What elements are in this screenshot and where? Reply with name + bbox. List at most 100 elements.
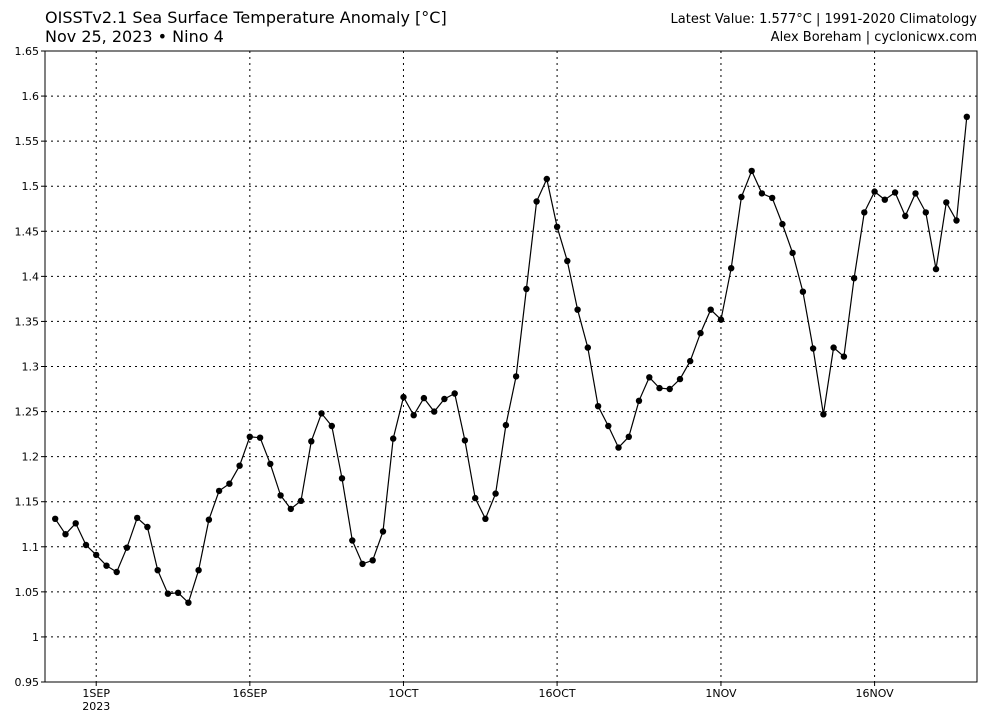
- data-point: [431, 408, 438, 415]
- data-point: [461, 437, 469, 444]
- info-block: Latest Value: 1.577°C | 1991-2020 Climat…: [671, 11, 977, 47]
- data-point: [922, 209, 929, 216]
- data-point: [584, 344, 591, 351]
- data-point: [451, 390, 458, 397]
- data-point: [154, 567, 161, 574]
- y-tick-label: 1.55: [15, 135, 40, 148]
- y-tick-label: 1.15: [15, 496, 40, 509]
- data-point: [635, 397, 643, 404]
- data-point: [215, 487, 223, 495]
- data-point: [717, 316, 725, 323]
- y-tick-label: 1.4: [22, 270, 40, 283]
- y-tick-label: 1.05: [15, 586, 40, 599]
- series-line: [54, 116, 968, 604]
- data-point: [809, 345, 817, 352]
- y-tick-label: 1.3: [22, 361, 40, 374]
- data-point: [195, 567, 202, 574]
- data-point: [769, 194, 776, 202]
- data-point: [369, 557, 376, 564]
- data-point: [390, 435, 397, 442]
- data-point: [687, 357, 694, 365]
- data-point: [605, 422, 612, 430]
- grid-lines: [45, 51, 977, 682]
- x-tick-label: 16OCT: [539, 687, 576, 700]
- data-series: [52, 113, 970, 606]
- data-point: [134, 514, 141, 522]
- axes: [41, 50, 978, 686]
- y-tick-label: 0.95: [15, 676, 40, 689]
- data-point: [943, 199, 950, 206]
- data-point: [656, 384, 663, 392]
- y-tick-label: 1.1: [22, 541, 40, 554]
- data-point: [123, 544, 131, 551]
- latest-value-text: Latest Value: 1.577°C | 1991-2020 Climat…: [670, 12, 977, 27]
- data-point: [963, 113, 970, 121]
- data-point: [850, 275, 858, 282]
- data-point: [338, 475, 346, 482]
- data-point: [93, 551, 100, 559]
- data-point: [502, 421, 510, 429]
- data-point: [256, 434, 264, 441]
- data-point: [72, 520, 79, 527]
- y-tick-label: 1.45: [15, 225, 40, 238]
- y-tick-label: 1.25: [15, 406, 40, 419]
- data-point: [881, 196, 888, 203]
- data-point: [891, 189, 899, 196]
- data-point: [420, 394, 428, 402]
- data-point: [553, 223, 561, 230]
- data-point: [830, 344, 837, 351]
- data-point: [953, 217, 960, 224]
- data-point: [349, 537, 356, 544]
- data-point: [728, 265, 735, 272]
- y-tick-label: 1: [32, 631, 39, 644]
- y-tick-label: 1.65: [15, 45, 40, 58]
- plot-frame: [44, 50, 978, 683]
- data-point: [287, 505, 294, 513]
- data-point: [441, 395, 448, 403]
- data-point: [62, 531, 69, 538]
- author-credit: Alex Boreham | cyclonicwx.com: [770, 30, 977, 45]
- data-point: [707, 306, 714, 313]
- data-point: [758, 190, 766, 197]
- data-point: [748, 167, 755, 175]
- data-point: [512, 373, 520, 380]
- tick-labels: 0.95 1 1.05 1.1 1.15 1.2 1.25 1.3 1.35 1.4 1.45 1.5…: [15, 45, 895, 713]
- data-point: [308, 438, 315, 445]
- data-point: [697, 329, 704, 337]
- data-point: [646, 374, 653, 381]
- data-point: [912, 190, 919, 197]
- data-point: [871, 188, 878, 195]
- x-tick-sublabel: 2023: [82, 700, 110, 713]
- data-point: [144, 523, 151, 531]
- data-point: [482, 515, 489, 522]
- data-point: [328, 422, 335, 430]
- data-point: [277, 492, 284, 499]
- data-point: [113, 568, 120, 576]
- data-point: [523, 285, 530, 293]
- data-point: [666, 385, 673, 393]
- data-point: [410, 412, 417, 419]
- data-point: [799, 288, 807, 295]
- data-point: [318, 410, 325, 417]
- y-tick-label: 1.5: [22, 180, 40, 193]
- data-point: [574, 306, 581, 313]
- data-point: [226, 480, 233, 487]
- data-point: [615, 444, 622, 451]
- data-point: [472, 494, 479, 502]
- data-point: [543, 175, 550, 183]
- data-point: [820, 411, 827, 418]
- y-tick-label: 1.6: [22, 90, 40, 103]
- data-point: [564, 257, 571, 265]
- data-point: [861, 209, 868, 216]
- data-point: [902, 212, 909, 220]
- data-point: [185, 599, 192, 606]
- data-point: [779, 220, 786, 228]
- y-tick-label: 1.2: [22, 451, 40, 464]
- data-point: [594, 403, 602, 410]
- data-point: [789, 249, 796, 257]
- x-tick-label: 1SEP: [82, 687, 110, 700]
- data-point: [932, 265, 940, 273]
- data-point: [379, 528, 387, 535]
- x-tick-label: 1NOV: [705, 687, 737, 700]
